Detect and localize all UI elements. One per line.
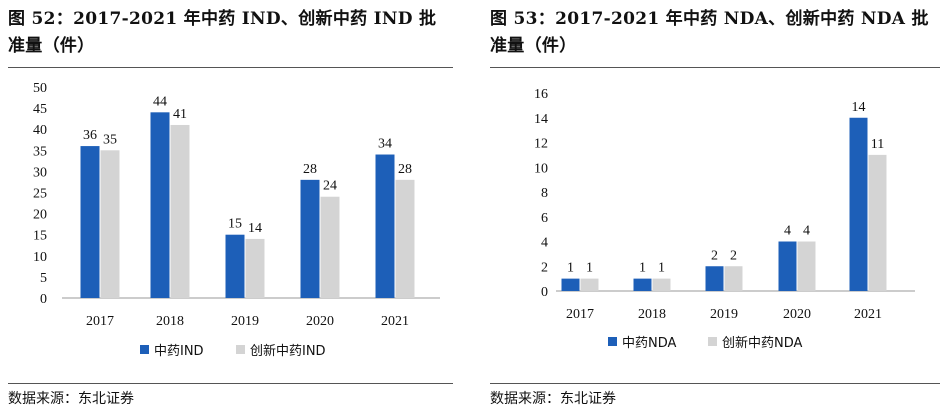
divider: [8, 383, 453, 384]
data-label: 14: [852, 100, 866, 115]
data-label: 35: [103, 132, 117, 147]
y-tick-label: 14: [534, 112, 548, 127]
source-note: 数据来源：东北证券: [490, 391, 616, 407]
legend-label: 创新中药IND: [250, 343, 326, 359]
y-tick-label: 10: [534, 161, 548, 176]
data-label: 1: [658, 261, 665, 276]
bar: [652, 278, 671, 291]
bar: [395, 179, 415, 298]
divider: [490, 383, 940, 384]
legend-label: 中药NDA: [622, 336, 677, 351]
y-tick-label: 30: [33, 165, 47, 180]
legend-swatch: [236, 345, 245, 354]
data-label: 4: [803, 224, 810, 239]
data-label: 1: [586, 261, 593, 276]
source-note: 数据来源：东北证券: [8, 391, 134, 407]
chart-title-52: 图 52：2017-2021 年中药 IND、创新中药 IND 批准量（件）: [8, 9, 437, 56]
bar: [170, 124, 190, 298]
y-tick-label: 0: [40, 292, 47, 307]
data-label: 36: [83, 128, 97, 143]
bar: [300, 179, 320, 298]
bar: [849, 117, 868, 291]
y-tick-label: 45: [33, 102, 47, 117]
bar: [561, 278, 580, 291]
bar: [868, 154, 887, 291]
data-label: 2: [730, 248, 737, 263]
x-tick-label: 2018: [156, 314, 184, 329]
y-tick-label: 35: [33, 144, 47, 159]
legend-swatch: [140, 345, 149, 354]
bar: [778, 241, 797, 291]
x-tick-label: 2017: [566, 307, 594, 322]
x-tick-label: 2021: [381, 314, 409, 329]
x-tick-label: 2020: [306, 314, 334, 329]
bar: [375, 154, 395, 298]
bar: [580, 278, 599, 291]
legend-swatch: [608, 337, 617, 346]
divider: [8, 67, 453, 68]
y-tick-label: 15: [33, 229, 47, 244]
data-label: 28: [398, 162, 412, 177]
y-tick-label: 5: [40, 271, 47, 286]
bar: [100, 150, 120, 298]
data-label: 44: [153, 94, 167, 109]
bar: [245, 238, 265, 298]
y-tick-label: 10: [33, 250, 47, 265]
x-tick-label: 2018: [638, 307, 666, 322]
bar: [320, 196, 340, 298]
chart-title-53: 图 53：2017-2021 年中药 NDA、创新中药 NDA 批准量（件）: [490, 9, 929, 56]
legend-label: 创新中药NDA: [722, 335, 803, 351]
x-tick-label: 2021: [854, 307, 882, 322]
x-tick-label: 2019: [710, 307, 738, 322]
y-tick-label: 2: [541, 260, 548, 275]
bar: [225, 234, 245, 298]
y-tick-label: 0: [541, 285, 548, 300]
data-label: 1: [567, 261, 574, 276]
data-label: 28: [303, 162, 317, 177]
y-tick-label: 50: [33, 81, 47, 96]
data-label: 14: [248, 221, 262, 236]
x-tick-label: 2017: [86, 314, 114, 329]
y-tick-label: 25: [33, 187, 47, 202]
bar: [80, 146, 100, 298]
legend-swatch: [708, 337, 717, 346]
bar: [797, 241, 816, 291]
data-label: 15: [228, 217, 242, 232]
data-label: 24: [323, 179, 337, 194]
y-tick-label: 40: [33, 123, 47, 138]
data-label: 34: [378, 137, 392, 152]
y-tick-label: 20: [33, 208, 47, 223]
legend-label: 中药IND: [154, 344, 204, 359]
y-tick-label: 8: [541, 186, 548, 201]
bar: [633, 278, 652, 291]
data-label: 1: [639, 261, 646, 276]
bar: [150, 112, 170, 298]
divider: [490, 67, 940, 68]
bar: [724, 266, 743, 291]
data-label: 11: [871, 137, 884, 152]
data-label: 4: [784, 224, 791, 239]
bar: [705, 266, 724, 291]
data-label: 2: [711, 248, 718, 263]
y-tick-label: 4: [541, 236, 548, 251]
y-tick-label: 12: [534, 137, 548, 152]
y-tick-label: 16: [534, 87, 548, 102]
y-tick-label: 6: [541, 211, 548, 226]
x-tick-label: 2020: [783, 307, 811, 322]
data-label: 41: [173, 107, 187, 122]
x-tick-label: 2019: [231, 314, 259, 329]
